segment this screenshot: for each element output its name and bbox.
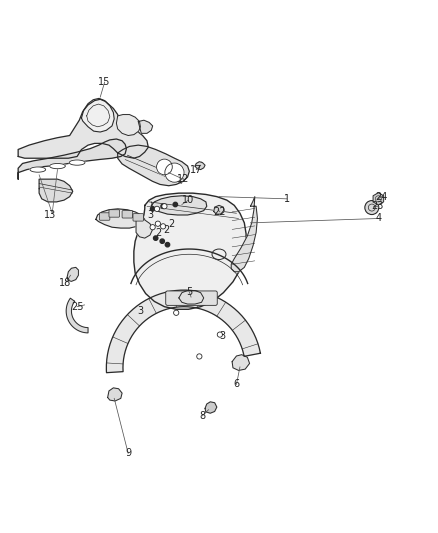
Circle shape — [154, 206, 159, 212]
Text: 24: 24 — [375, 192, 388, 201]
Ellipse shape — [69, 160, 85, 165]
Circle shape — [160, 224, 166, 229]
FancyBboxPatch shape — [133, 214, 144, 221]
Text: 23: 23 — [371, 201, 383, 211]
Circle shape — [173, 310, 179, 316]
Circle shape — [165, 163, 184, 182]
Text: 22: 22 — [214, 207, 226, 217]
Text: 3: 3 — [219, 332, 226, 341]
Text: 1: 1 — [284, 194, 290, 204]
Polygon shape — [117, 115, 141, 135]
FancyBboxPatch shape — [122, 211, 133, 218]
Polygon shape — [138, 120, 152, 133]
Polygon shape — [205, 402, 217, 413]
Circle shape — [153, 236, 158, 240]
Circle shape — [197, 354, 202, 359]
Text: 18: 18 — [59, 278, 71, 288]
Ellipse shape — [30, 167, 46, 172]
Ellipse shape — [49, 164, 65, 169]
Circle shape — [150, 224, 155, 230]
Circle shape — [162, 204, 167, 209]
Circle shape — [173, 203, 177, 207]
FancyBboxPatch shape — [109, 210, 120, 217]
Polygon shape — [232, 354, 250, 370]
Polygon shape — [66, 298, 88, 333]
Circle shape — [161, 204, 165, 208]
Text: 2: 2 — [163, 225, 170, 235]
Text: 2: 2 — [155, 228, 162, 238]
Circle shape — [150, 207, 155, 211]
Polygon shape — [214, 205, 224, 214]
Text: 17: 17 — [190, 165, 202, 175]
Text: 13: 13 — [43, 210, 56, 220]
Text: 9: 9 — [125, 448, 131, 458]
Polygon shape — [81, 99, 114, 132]
Polygon shape — [118, 145, 189, 185]
Polygon shape — [231, 197, 258, 272]
Polygon shape — [134, 193, 246, 309]
Text: 6: 6 — [233, 379, 240, 390]
Polygon shape — [136, 219, 152, 238]
Circle shape — [160, 239, 164, 244]
Circle shape — [165, 243, 170, 247]
Text: 2: 2 — [168, 219, 174, 229]
FancyBboxPatch shape — [99, 213, 110, 220]
Polygon shape — [39, 179, 73, 202]
Text: 25: 25 — [71, 302, 83, 312]
Text: 15: 15 — [99, 77, 111, 87]
Polygon shape — [67, 268, 78, 281]
Polygon shape — [179, 290, 204, 304]
Polygon shape — [96, 209, 145, 228]
Text: 12: 12 — [177, 174, 189, 184]
Polygon shape — [18, 99, 148, 158]
Polygon shape — [108, 388, 122, 401]
Circle shape — [156, 159, 172, 175]
Polygon shape — [18, 139, 127, 179]
Polygon shape — [106, 290, 261, 373]
Text: 3: 3 — [147, 210, 153, 220]
FancyBboxPatch shape — [166, 291, 217, 305]
Text: 4: 4 — [376, 214, 382, 223]
Text: 10: 10 — [182, 195, 194, 205]
Text: 5: 5 — [186, 287, 192, 297]
Circle shape — [155, 221, 160, 227]
Text: 3: 3 — [138, 306, 144, 316]
Polygon shape — [195, 161, 205, 169]
Text: 8: 8 — [199, 411, 205, 421]
Circle shape — [217, 332, 223, 337]
Circle shape — [365, 200, 379, 215]
Polygon shape — [151, 196, 207, 215]
